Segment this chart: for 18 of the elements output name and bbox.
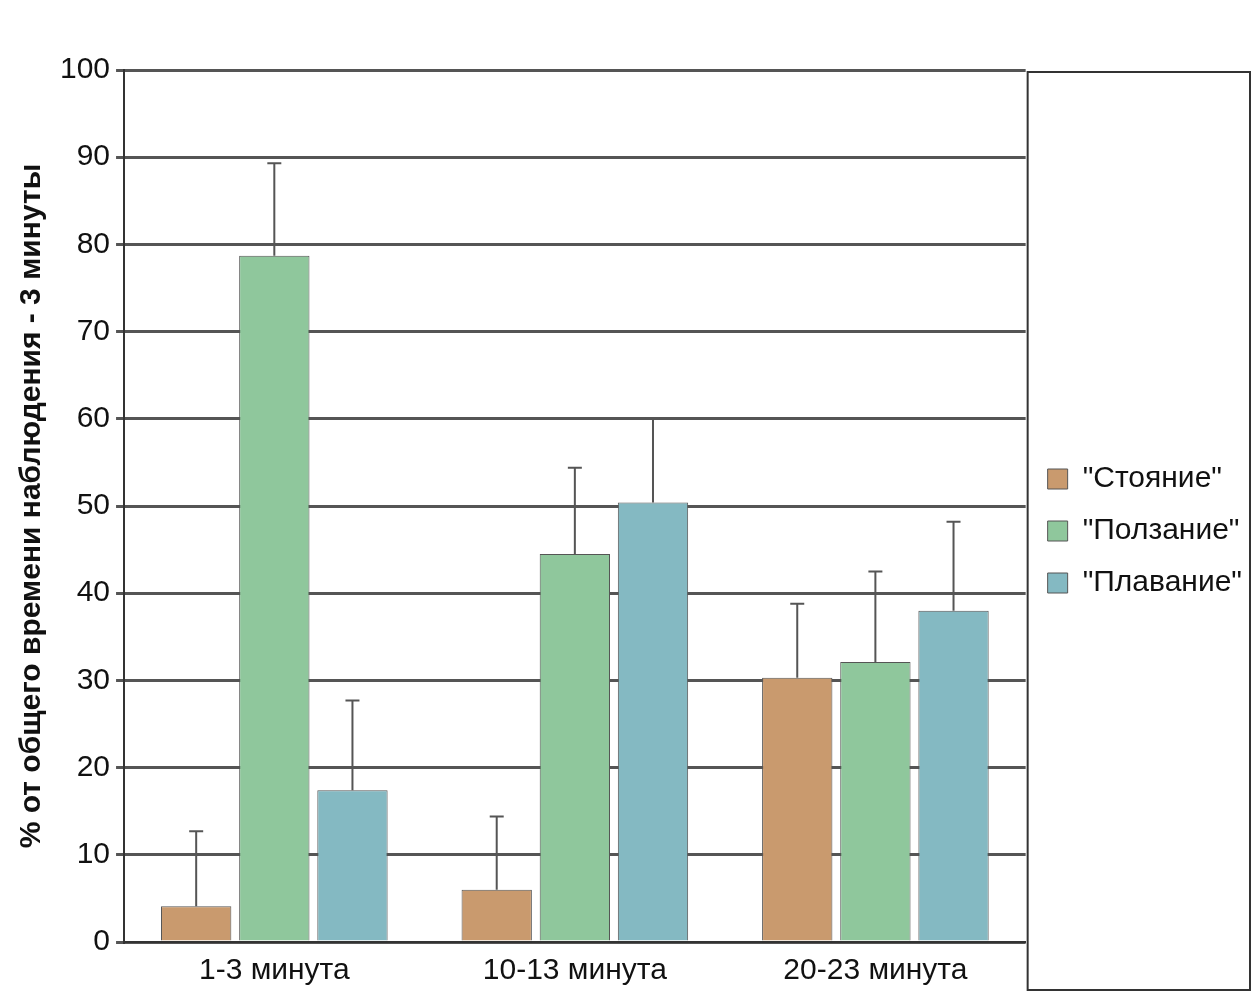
y-axis-title: % от общего времени наблюдения - 3 минуты (13, 163, 47, 849)
legend-label: "Плавание" (1082, 564, 1243, 598)
y-tick-label: 40 (76, 574, 111, 608)
y-tick-label: 90 (76, 138, 111, 172)
y-tick-label: 50 (76, 487, 111, 521)
y-tick-label: 10 (76, 836, 111, 870)
legend-label: "Ползание" (1082, 512, 1240, 546)
x-tick-label: 20-23 минута (783, 952, 968, 986)
x-tick-label: 10-13 минута (482, 952, 668, 986)
y-tick-label: 70 (76, 312, 111, 346)
y-tick-label: 80 (76, 225, 111, 259)
y-tick-label: 20 (76, 748, 111, 782)
y-tick-label: 30 (76, 661, 111, 695)
x-tick-label: 1-3 минута (198, 952, 350, 986)
legend-label: "Стояние" (1082, 460, 1222, 494)
y-tick-label: 0 (93, 923, 111, 957)
y-tick-label: 100 (59, 51, 111, 85)
y-tick-label: 60 (76, 400, 111, 434)
